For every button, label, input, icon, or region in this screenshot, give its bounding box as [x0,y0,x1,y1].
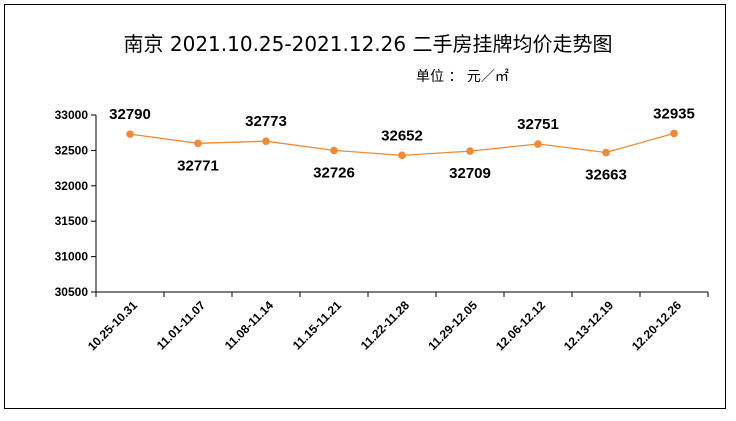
y-tick-label: 31000 [55,250,89,264]
x-tick-label: 11.08-11.14 [222,298,276,352]
x-tick-label: 11.01-11.07 [154,298,208,352]
data-point [466,147,474,155]
data-label: 32790 [109,106,151,123]
x-tick-label: 11.29-12.05 [425,298,480,353]
data-labels: 32790 32771 32773 32726 32652 32709 32751 32663… [109,105,695,183]
data-point [126,130,134,138]
y-tick-label: 30500 [55,285,89,299]
y-tick-labels: 30500 31000 31500 32000 32500 33000 [55,108,96,299]
data-label: 32935 [653,105,695,122]
x-tick-labels: 10.25-10.31 11.01-11.07 11.08-11.14 11.15-1… [85,292,709,353]
x-tick-label: 12.20-12.26 [629,298,684,353]
data-point [602,148,610,157]
axes [95,115,708,293]
chart-frame [4,4,726,409]
y-tick-label: 31500 [55,214,89,228]
data-points [126,129,678,160]
chart-title: 南京 2021.10.25-2021.12.26 二手房挂牌均价走势图 [123,32,613,56]
data-point [534,140,542,148]
x-tick-label: 11.22-11.28 [358,298,412,352]
data-label: 32773 [245,113,287,130]
data-label: 32652 [381,127,423,144]
x-tick-label: 10.25-10.31 [85,298,140,353]
y-tick-label: 32000 [55,179,89,193]
data-point [670,129,678,138]
x-tick-label: 11.15-11.21 [290,298,344,352]
data-point [330,146,338,155]
data-point [194,139,202,148]
data-label: 32726 [313,164,355,181]
data-label: 32709 [449,165,491,182]
data-point [398,151,406,160]
y-tick-label: 33000 [55,108,89,122]
data-label: 32751 [517,116,559,133]
x-tick-label: 12.13-12.19 [561,298,616,353]
data-point [262,137,270,145]
y-tick-label: 32500 [55,143,89,157]
data-label: 32663 [585,167,627,184]
x-tick-label: 12.06-12.12 [493,298,548,353]
unit-label: 单位 ： 元／㎡ [416,69,509,85]
data-label: 32771 [177,157,219,174]
